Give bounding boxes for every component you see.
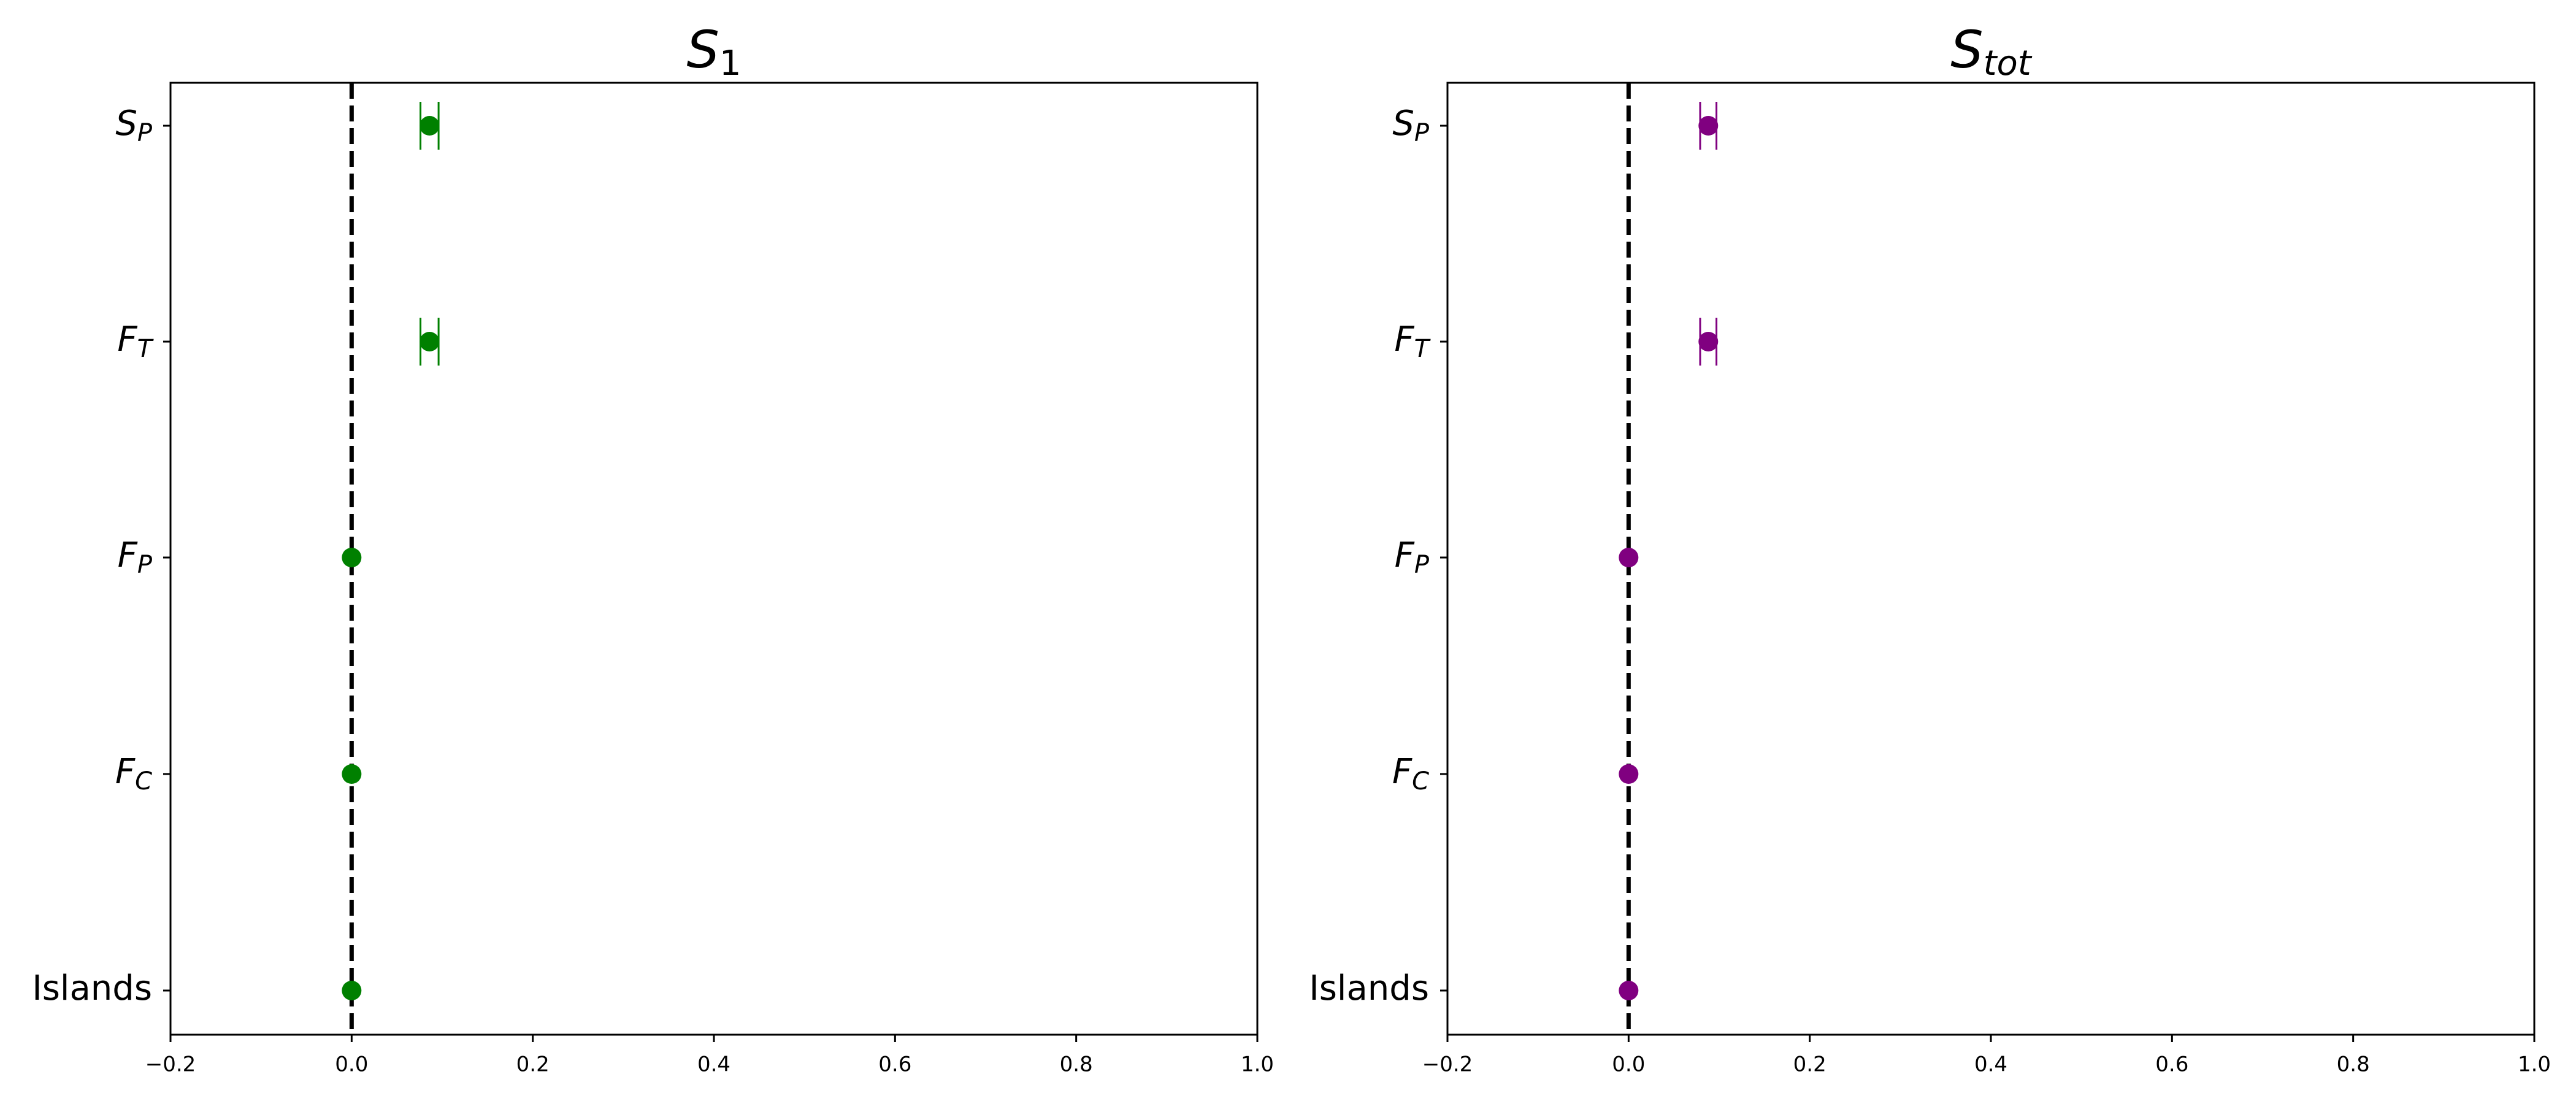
y-tick-label-ft: FT (1394, 320, 1431, 363)
y-tick-label-islands: Islands (32, 968, 152, 1008)
data-point-ft (1698, 332, 1719, 351)
x-tick-label: −0.2 (145, 1052, 196, 1077)
data-point-fp (342, 548, 362, 567)
data-point-fc (342, 764, 362, 784)
data-point-fc (1619, 764, 1639, 784)
chart-panel-1: S1 −0.2 0.0 0.2 0.4 0.6 0.8 1.0 SP FT FP FC Islands (32, 20, 1274, 1077)
y-tick-label-sp: SP (115, 104, 153, 147)
data-point-sp (1698, 116, 1719, 136)
data-point-fp (1619, 548, 1639, 567)
x-tick-label: 0.4 (1974, 1052, 2007, 1077)
x-tick-label: 0.2 (516, 1052, 550, 1077)
y-tick-label-fc: FC (115, 752, 152, 795)
x-tick-label: −0.2 (1422, 1052, 1473, 1077)
y-tick-label-fp: FP (1395, 535, 1430, 579)
y-tick-label-fc: FC (1392, 752, 1429, 795)
x-tick-label: 0.8 (2337, 1052, 2370, 1077)
chart-title: Stot (1950, 20, 2033, 83)
x-tick-label: 0.4 (697, 1052, 730, 1077)
data-point-islands (1619, 981, 1639, 1000)
data-point-islands (342, 981, 362, 1000)
x-tick-label: 1.0 (1241, 1052, 1274, 1077)
data-point-sp (420, 116, 440, 136)
x-tick-label: 0.0 (335, 1052, 368, 1077)
data-point-ft (420, 332, 440, 351)
x-tick-label: 0.6 (2155, 1052, 2188, 1077)
x-tick-label: 0.8 (1060, 1052, 1093, 1077)
y-tick-label-sp: SP (1392, 104, 1430, 147)
x-tick-label: 0.6 (878, 1052, 911, 1077)
x-tick-label: 1.0 (2518, 1052, 2551, 1077)
chart-title: S1 (687, 20, 742, 83)
y-tick-label-islands: Islands (1309, 968, 1429, 1008)
chart-panel-2: Stot −0.2 0.0 0.2 0.4 0.6 0.8 1.0 SP FT FP FC Island… (1309, 20, 2551, 1077)
y-tick-label-fp: FP (118, 535, 153, 579)
x-tick-label: 0.0 (1612, 1052, 1645, 1077)
y-tick-label-ft: FT (117, 320, 154, 363)
x-tick-label: 0.2 (1793, 1052, 1827, 1077)
